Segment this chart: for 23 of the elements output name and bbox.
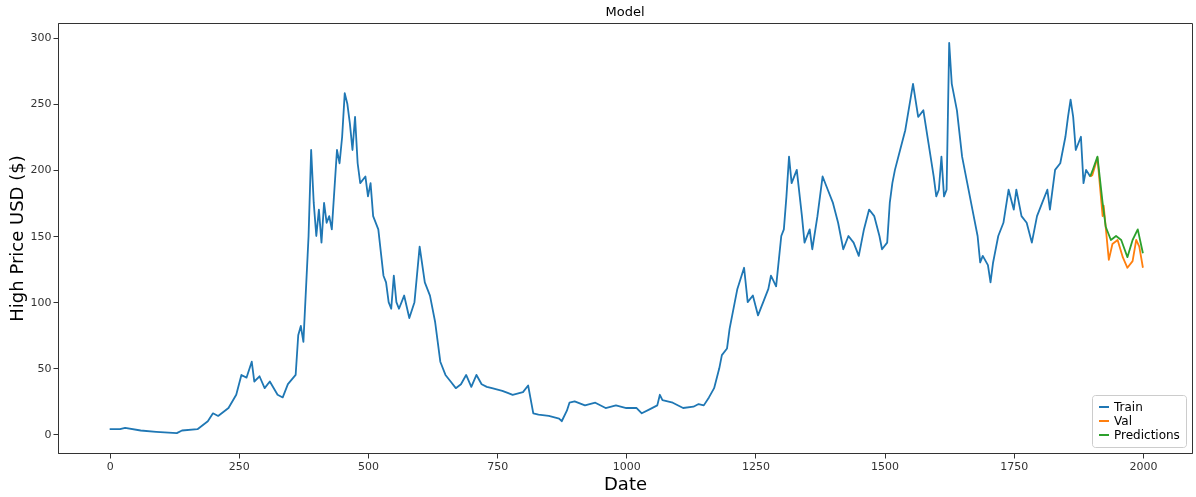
x-tick-label: 1750	[1000, 459, 1029, 473]
line-series	[108, 41, 1092, 435]
x-tick-label: 750	[487, 459, 509, 473]
y-tick-label: 50	[37, 361, 52, 375]
y-tick-label: 300	[30, 31, 52, 45]
y-tick-label: 100	[30, 295, 52, 309]
x-tick-label: 500	[357, 459, 379, 473]
chart-title: Model	[605, 4, 645, 19]
legend-label: Val	[1114, 414, 1132, 428]
y-tick-label: 200	[30, 163, 52, 177]
x-tick-label: 2000	[1129, 459, 1158, 473]
legend-label: Train	[1113, 400, 1143, 414]
x-tick-label: 1500	[871, 459, 900, 473]
y-tick-label: 250	[30, 97, 52, 111]
x-tick-label: 1250	[741, 459, 770, 473]
y-tick-label: 150	[30, 229, 52, 243]
x-tick-label: 0	[106, 459, 114, 473]
y-tick-label: 0	[44, 427, 52, 441]
x-tick-label: 250	[228, 459, 250, 473]
legend-label: Predictions	[1114, 428, 1180, 442]
y-axis-title: High Price USD ($)	[5, 155, 27, 322]
x-tick-label: 1000	[612, 459, 641, 473]
x-axis-title: Date	[603, 472, 648, 494]
